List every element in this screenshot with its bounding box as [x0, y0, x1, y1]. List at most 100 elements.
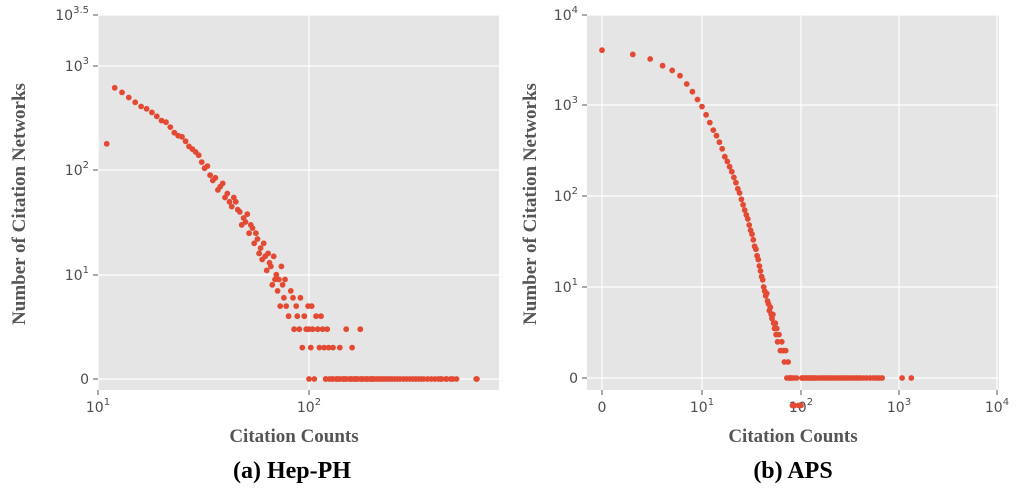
- data-point: [111, 84, 118, 91]
- data-point: [291, 326, 297, 333]
- data-point: [236, 209, 243, 215]
- y-tick-label: 103: [554, 95, 578, 114]
- data-point: [756, 263, 763, 269]
- data-point: [719, 145, 726, 152]
- data-point: [778, 338, 785, 345]
- data-point: [276, 276, 282, 283]
- data-point: [307, 344, 314, 351]
- data-point: [274, 288, 281, 294]
- data-point: [753, 246, 759, 253]
- data-point: [253, 230, 259, 237]
- data-point: [689, 88, 696, 95]
- data-point: [301, 313, 308, 320]
- data-point: [103, 140, 110, 147]
- data-point: [330, 344, 336, 351]
- data-point: [683, 81, 690, 87]
- data-point: [724, 158, 731, 165]
- data-point: [251, 240, 258, 247]
- panel-caption: (b) APS: [753, 458, 832, 484]
- data-point: [212, 174, 219, 181]
- data-point: [770, 311, 776, 318]
- data-point: [326, 376, 333, 382]
- data-point: [219, 180, 226, 187]
- data-point: [325, 344, 332, 351]
- data-point: [306, 376, 312, 382]
- data-point: [353, 376, 360, 382]
- data-point: [158, 117, 165, 124]
- data-point: [321, 344, 328, 351]
- data-point: [647, 56, 654, 62]
- data-point: [773, 325, 780, 332]
- data-point: [324, 326, 331, 333]
- data-point: [285, 313, 292, 320]
- data-point: [706, 119, 713, 126]
- data-point: [336, 344, 343, 351]
- data-point: [277, 303, 284, 309]
- x-axis-label: Citation Counts: [728, 426, 857, 447]
- y-axis-label: Number of Citation Networks: [520, 83, 541, 325]
- data-point: [198, 159, 205, 166]
- data-point: [297, 294, 304, 301]
- data-point: [226, 198, 233, 205]
- data-point: [232, 198, 239, 205]
- data-point: [260, 240, 267, 247]
- y-tick-label: 101: [554, 277, 578, 296]
- data-point: [358, 376, 365, 382]
- chart-aps: 01011021031040101102103104Citation Count…: [520, 5, 1009, 484]
- data-point: [733, 179, 739, 186]
- data-point: [741, 207, 748, 214]
- data-point: [265, 250, 271, 257]
- data-point: [273, 271, 280, 278]
- data-point: [750, 236, 757, 243]
- data-point: [299, 344, 306, 351]
- data-point: [132, 99, 139, 106]
- data-point: [119, 89, 125, 96]
- y-tick-label: 103: [65, 56, 89, 75]
- data-point: [699, 103, 705, 110]
- data-point: [757, 268, 764, 274]
- data-point: [728, 168, 735, 175]
- data-point: [677, 72, 683, 79]
- x-tick-label: 0: [598, 400, 607, 416]
- data-point: [163, 119, 169, 126]
- data-point: [314, 326, 321, 333]
- data-point: [244, 211, 251, 218]
- data-point: [713, 132, 720, 139]
- x-tick-label: 102: [297, 397, 321, 416]
- data-point: [316, 344, 323, 351]
- plot-area: [587, 15, 999, 390]
- data-point: [767, 304, 774, 311]
- data-point: [749, 231, 755, 238]
- data-point: [257, 245, 264, 252]
- y-axis-label: Number of Citation Networks: [9, 83, 30, 325]
- data-point: [309, 326, 316, 333]
- data-point: [726, 163, 733, 170]
- plot-area: [98, 15, 499, 390]
- data-point: [449, 376, 456, 382]
- data-point: [149, 109, 155, 116]
- data-point: [437, 376, 444, 382]
- data-point: [343, 326, 350, 333]
- data-point: [278, 263, 285, 270]
- data-point: [740, 201, 746, 208]
- data-point: [744, 216, 751, 222]
- y-tick-label: 102: [65, 160, 89, 179]
- data-point: [279, 281, 286, 288]
- data-point: [318, 313, 324, 320]
- data-point: [281, 294, 287, 301]
- data-point: [357, 326, 364, 333]
- y-tick-label: 102: [554, 186, 578, 205]
- x-tick-label: 103: [887, 397, 911, 416]
- data-point: [599, 47, 605, 54]
- y-tick-label: 104: [554, 5, 578, 24]
- y-tick-label: 103.5: [55, 5, 89, 24]
- data-point: [368, 376, 375, 382]
- y-tick-label: 0: [569, 371, 578, 387]
- data-point: [224, 190, 231, 197]
- data-point: [143, 105, 150, 112]
- data-point: [283, 303, 290, 309]
- data-point: [443, 376, 450, 382]
- data-point: [879, 375, 885, 381]
- data-point: [268, 263, 274, 270]
